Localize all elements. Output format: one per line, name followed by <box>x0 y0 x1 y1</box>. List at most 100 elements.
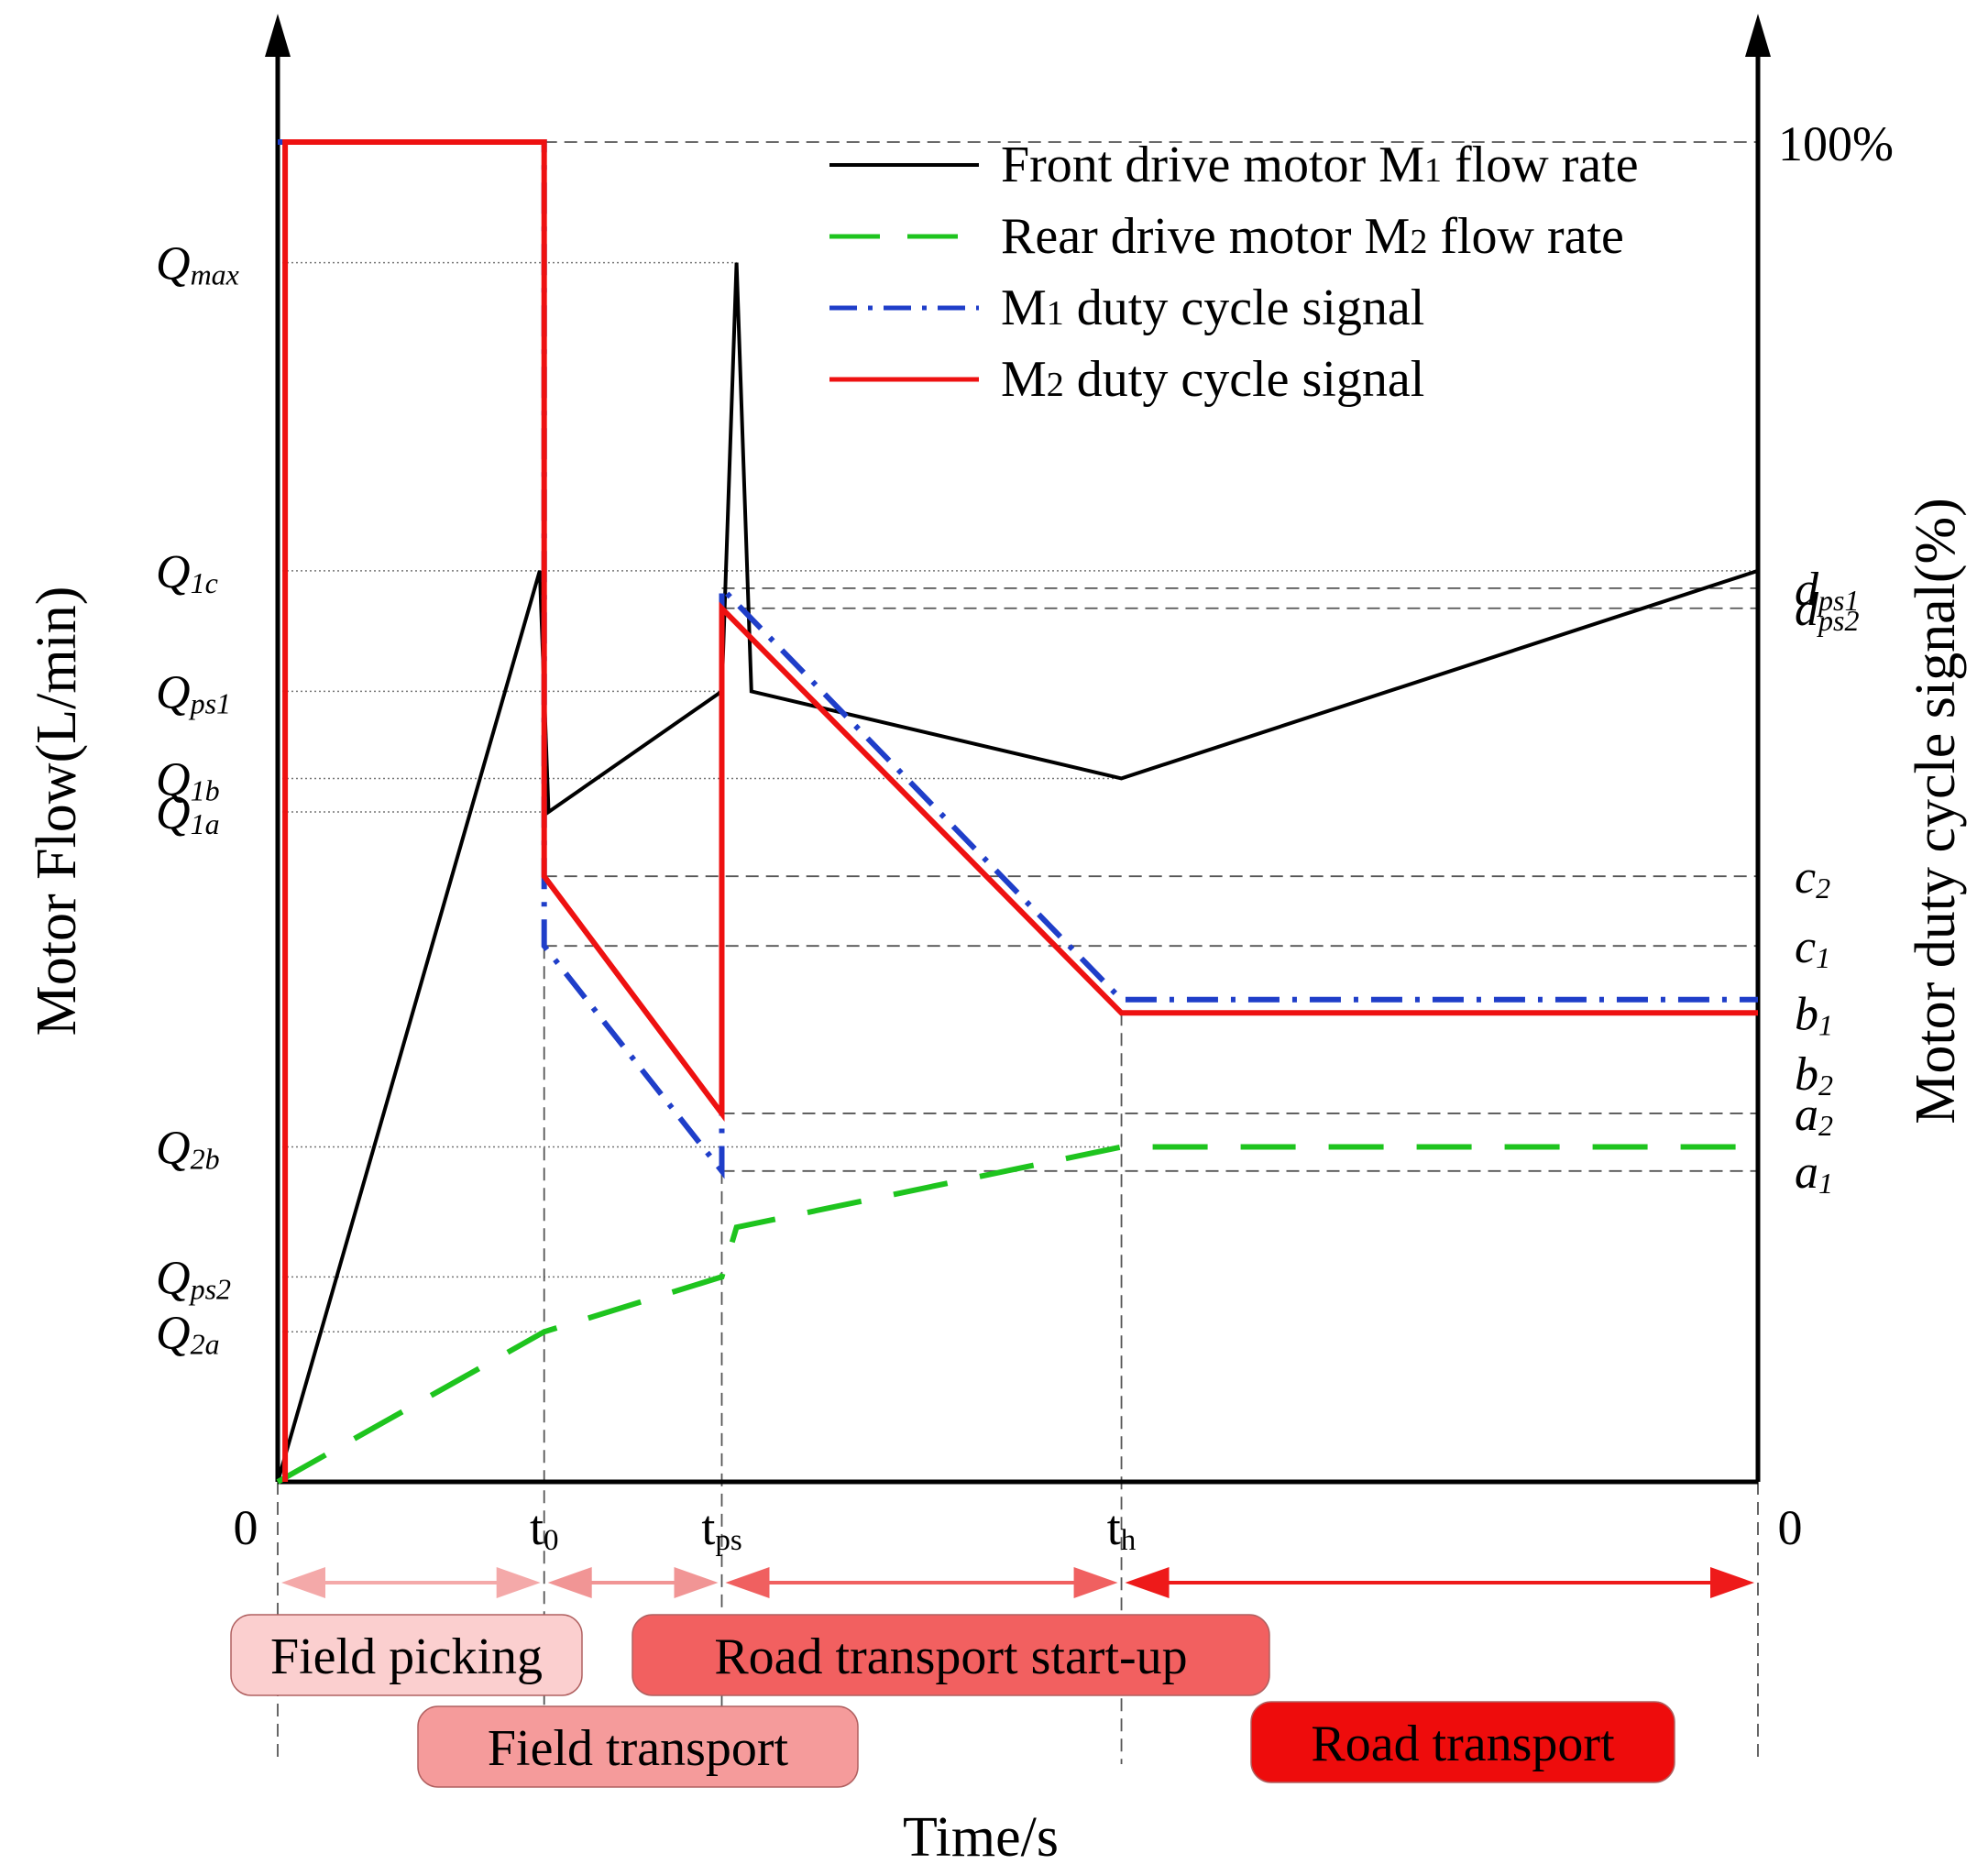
right-tick-b1-main: b <box>1795 988 1818 1040</box>
left-tick-Q2a: Q2a <box>156 1307 220 1360</box>
legend-label-pre: Rear drive motor M <box>1001 208 1410 265</box>
x-tick-t0-sub: 0 <box>544 1524 559 1557</box>
phase-box-4 <box>1250 1701 1675 1783</box>
left-tick-Q1c: Q1c <box>156 546 218 599</box>
x-tick-tps: tps <box>701 1500 741 1557</box>
right-tick-dps2: dps2 <box>1795 584 1859 637</box>
right-tick-dps2-main: d <box>1795 584 1819 636</box>
left-axis-arrow <box>265 14 291 57</box>
right-tick-dps2-sub: ps2 <box>1817 604 1859 637</box>
left-tick-Q2b-sub: 2b <box>191 1143 220 1176</box>
legend-label-sub: 2 <box>1047 366 1064 404</box>
x-tick-0: 0 <box>234 1500 258 1555</box>
left-tick-Q2a-sub: 2a <box>191 1327 220 1360</box>
legend-label-post: flow rate <box>1442 137 1639 193</box>
x-tick-end-main: 0 <box>1778 1500 1803 1555</box>
phase-arrow-left-head-2 <box>547 1567 592 1598</box>
left-tick-Qps1-main: Q <box>156 666 191 718</box>
phase-arrow-right-head-1 <box>496 1567 541 1598</box>
legend-label-post: duty cycle signal <box>1064 351 1424 408</box>
phase-arrow-right-head-3 <box>1073 1567 1118 1598</box>
right-tick-dps1-main: d <box>1795 564 1819 616</box>
right-tick-c1-sub: 1 <box>1816 941 1830 974</box>
phase-box-3 <box>632 1614 1270 1696</box>
legend-label-sub: 2 <box>1410 223 1427 261</box>
right-tick-b1: b1 <box>1795 988 1833 1041</box>
left-tick-Qps2-main: Q <box>156 1252 191 1304</box>
right-tick-a2: a2 <box>1795 1089 1833 1142</box>
right-y-axis-label: Motor duty cycle signal(%) <box>1905 498 1967 1124</box>
phase-label-3: Road transport start-up <box>714 1628 1187 1685</box>
legend-label-2: Rear drive motor M2 flow rate <box>1001 208 1624 265</box>
x-tick-tps-main: t <box>701 1500 715 1555</box>
left-tick-Qps2: Qps2 <box>156 1252 231 1305</box>
left-tick-Q2a-main: Q <box>156 1307 191 1359</box>
series-line-4 <box>282 139 1758 1482</box>
right-tick-a1-main: a <box>1795 1146 1818 1199</box>
x-tick-t0: t0 <box>530 1500 559 1557</box>
left-tick-Q1a-main: Q <box>156 787 191 839</box>
legend-label-4: M2 duty cycle signal <box>1001 351 1424 408</box>
x-tick-th: th <box>1107 1500 1137 1557</box>
x-tick-th-main: t <box>1107 1500 1121 1555</box>
phase-arrow-right-head-2 <box>674 1567 719 1598</box>
left-tick-Qps2-sub: ps2 <box>189 1272 231 1305</box>
guide-lines <box>277 141 1759 1764</box>
series-line-2 <box>276 1144 1758 1485</box>
left-tick-Q2b: Q2b <box>156 1123 220 1176</box>
x-axis-label: Time/s <box>903 1806 1059 1869</box>
phase-label-1: Field picking <box>270 1628 543 1685</box>
right-tick-dps1-sub: ps1 <box>1817 584 1859 617</box>
right-tick-c2-main: c <box>1795 851 1816 904</box>
phase-arrow-left-head-4 <box>1125 1567 1170 1598</box>
right-tick-b2-main: b <box>1795 1048 1818 1101</box>
left-tick-Q1c-main: Q <box>156 546 191 598</box>
right-tick-b2-sub: 2 <box>1818 1069 1833 1102</box>
left-tick-Qmax: Qmax <box>156 238 239 291</box>
tick-labels: 0 t0 tps th 0QmaxQ1cQps1Q1bQ1aQ2bQps2Q2a100%… <box>156 116 1894 1557</box>
phase-layer: Field picking Field transport Road transpo… <box>230 1567 1754 1788</box>
phase-label-4: Road transport <box>1311 1716 1615 1772</box>
phase-box-1 <box>230 1614 583 1696</box>
legend-label-pre: M <box>1001 280 1047 336</box>
right-tick-c1-main: c <box>1795 921 1816 973</box>
series-line-1 <box>276 262 1759 1483</box>
x-tick-th-sub: h <box>1121 1524 1137 1557</box>
left-tick-Qmax-main: Q <box>156 238 191 291</box>
legend-label-sub: 1 <box>1424 151 1442 190</box>
legend-label-post: flow rate <box>1427 208 1624 265</box>
right-tick-a1: a1 <box>1795 1146 1833 1200</box>
x-tick-tps-sub: ps <box>715 1524 741 1557</box>
legend-label-pre: M <box>1001 351 1047 408</box>
left-tick-Q1b-main: Q <box>156 753 191 806</box>
left-tick-Q2b-main: Q <box>156 1123 191 1175</box>
right-tick-a2-main: a <box>1795 1089 1818 1141</box>
axes <box>265 14 1771 1485</box>
phase-arrow-left-head-1 <box>281 1567 325 1598</box>
left-tick-Qps1-sub: ps1 <box>189 686 231 719</box>
right-tick-c2-sub: 2 <box>1816 872 1830 905</box>
phase-arrow-left-head-3 <box>725 1567 770 1598</box>
left-tick-Qmax-sub: max <box>191 258 239 291</box>
legend-label-post: duty cycle signal <box>1064 280 1424 336</box>
right-tick-b2: b2 <box>1795 1048 1833 1102</box>
left-y-axis-label: Motor Flow(L/min) <box>26 587 88 1036</box>
legend-label-sub: 1 <box>1047 294 1064 333</box>
x-tick-t0-main: t <box>530 1500 544 1555</box>
right-tick-c1: c1 <box>1795 921 1830 974</box>
right-tick-100: 100% <box>1778 116 1894 171</box>
right-tick-c2: c2 <box>1795 851 1830 905</box>
right-tick-dps1: dps1 <box>1795 564 1859 617</box>
left-tick-Q1a-sub: 1a <box>191 807 220 840</box>
right-tick-a1-sub: 1 <box>1818 1167 1833 1200</box>
legend-label-3: M1 duty cycle signal <box>1001 280 1424 336</box>
left-tick-Q1c-sub: 1c <box>191 566 218 599</box>
left-tick-Q1b-sub: 1b <box>191 773 220 806</box>
right-axis-arrow <box>1745 14 1771 57</box>
right-tick-b1-sub: 1 <box>1818 1008 1833 1041</box>
x-tick-end: 0 <box>1778 1500 1803 1555</box>
legend-label-pre: Front drive motor M <box>1001 137 1424 193</box>
x-tick-0-main: 0 <box>234 1500 258 1555</box>
